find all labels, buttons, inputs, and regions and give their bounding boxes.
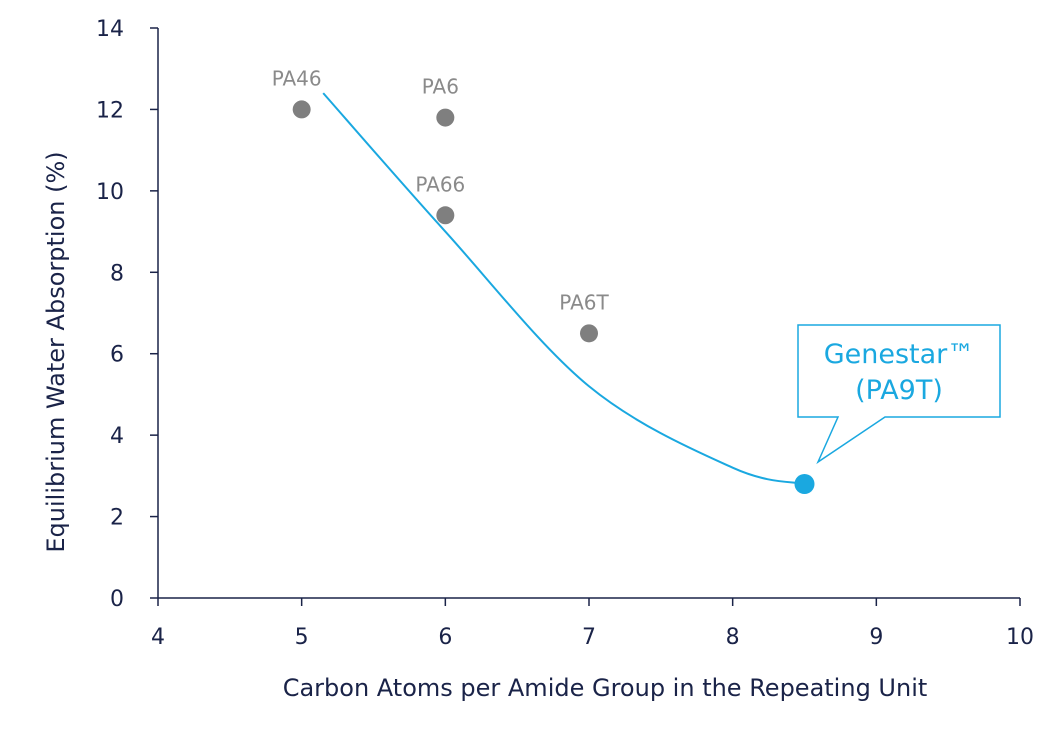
y-tick-label: 10 xyxy=(96,180,124,205)
y-tick-label: 8 xyxy=(110,261,124,286)
data-point-pa46 xyxy=(292,100,311,119)
highlight-callout: Genestar™ (PA9T) xyxy=(797,324,1001,465)
y-tick-label: 12 xyxy=(96,98,124,123)
callout-box xyxy=(797,324,1001,465)
x-tick-label: 5 xyxy=(295,625,309,650)
x-axis-title: Carbon Atoms per Amide Group in the Repe… xyxy=(283,674,928,702)
x-tick-label: 9 xyxy=(869,625,883,650)
y-axis-title: Equilibrium Water Absorption (%) xyxy=(42,151,70,552)
tick-labels: 0 2 4 6 8 10 12 14 4 5 6 7 8 9 10 xyxy=(96,17,1034,650)
x-tick-label: 4 xyxy=(151,625,165,650)
y-tick-label: 6 xyxy=(110,343,124,368)
data-point-pa6 xyxy=(436,108,455,127)
y-tick-label: 4 xyxy=(110,424,124,449)
data-label-pa66: PA66 xyxy=(415,172,465,196)
callout-subtitle: (PA9T) xyxy=(855,375,943,406)
callout-title: Genestar™ xyxy=(824,339,975,370)
axes xyxy=(150,27,1021,606)
data-label-pa46: PA46 xyxy=(272,66,322,90)
data-points: PA46 PA6 PA66 PA6T xyxy=(272,66,815,494)
trend-curve xyxy=(322,92,805,485)
y-tick-label: 2 xyxy=(110,506,124,531)
data-point-pa9t xyxy=(794,474,815,494)
data-point-pa66 xyxy=(436,206,455,225)
x-tick-label: 10 xyxy=(1006,625,1034,650)
y-tick-label: 0 xyxy=(110,587,124,612)
y-tick-label: 14 xyxy=(96,17,124,42)
x-tick-label: 6 xyxy=(438,625,452,650)
data-label-pa6: PA6 xyxy=(422,75,459,99)
data-label-pa6t: PA6T xyxy=(559,290,609,314)
x-tick-label: 7 xyxy=(582,625,596,650)
data-point-pa6t xyxy=(580,324,598,343)
x-tick-label: 8 xyxy=(726,625,740,650)
